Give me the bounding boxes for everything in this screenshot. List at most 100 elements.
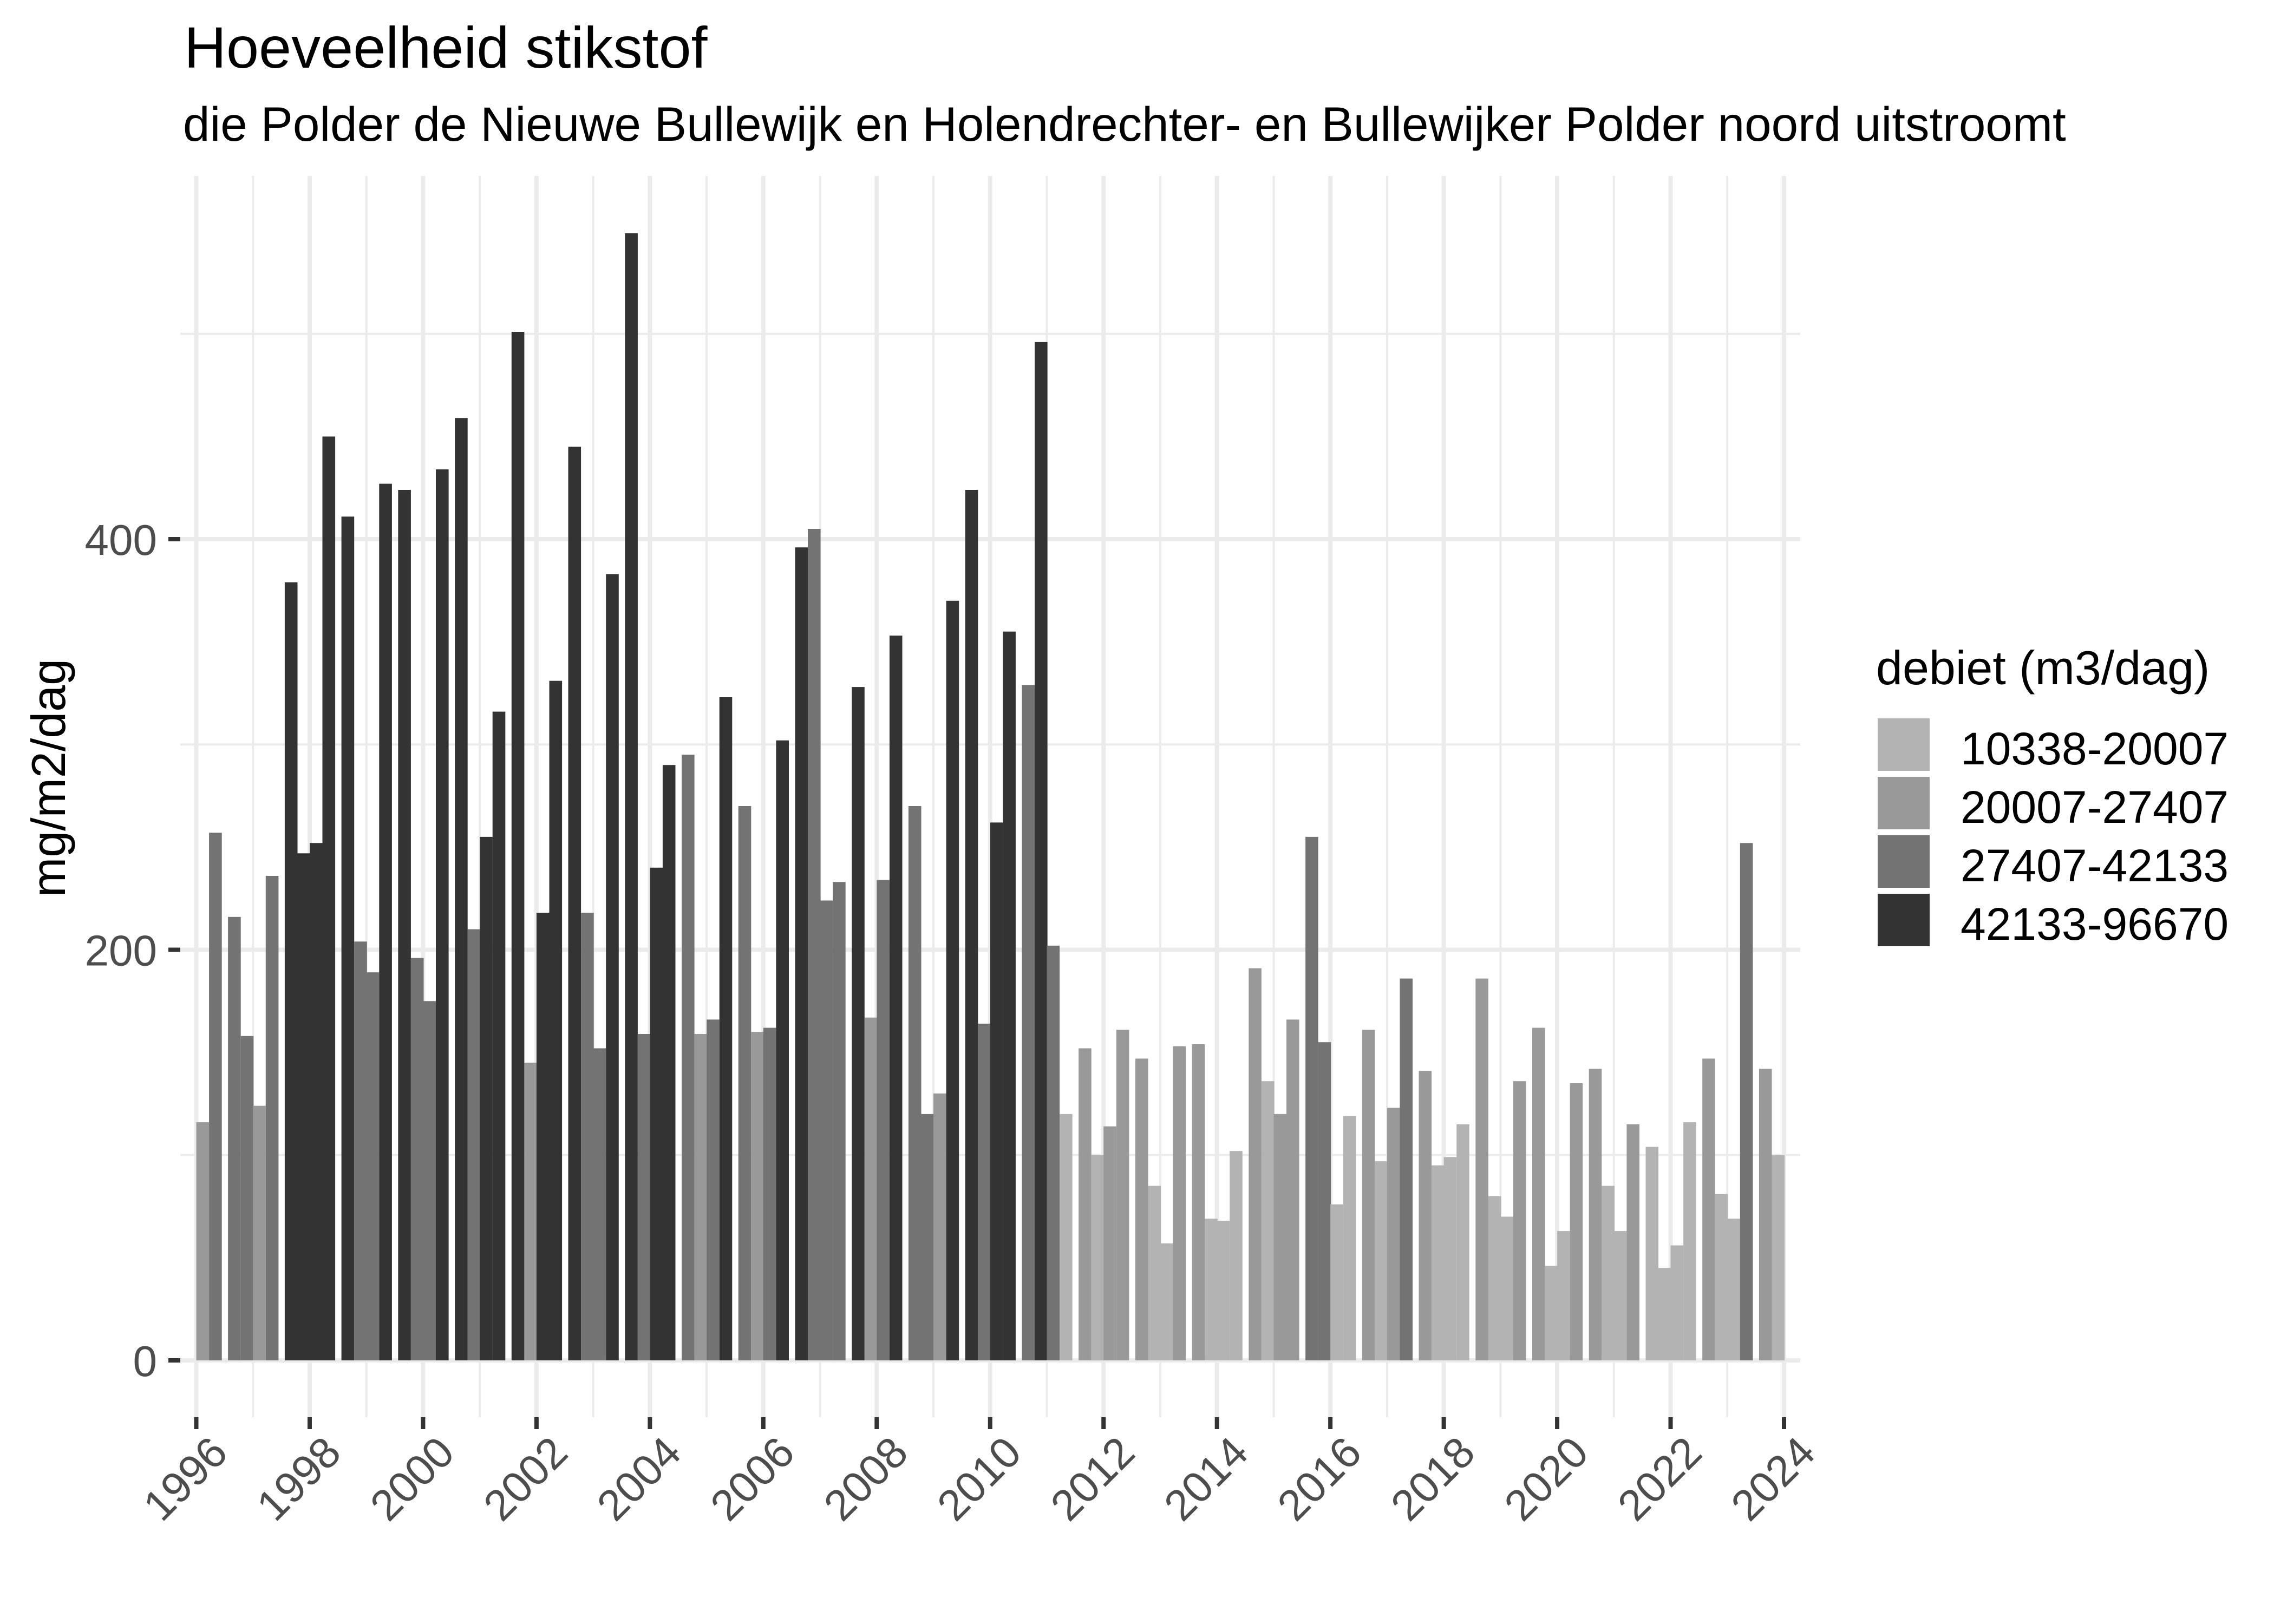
bar (1740, 843, 1753, 1360)
bar (864, 1017, 878, 1360)
bar (524, 1063, 537, 1360)
bar (833, 882, 846, 1360)
bar (763, 1027, 776, 1360)
bar (682, 755, 695, 1360)
bar (1249, 968, 1262, 1360)
bar (568, 447, 581, 1360)
bar (625, 233, 638, 1361)
bar (990, 822, 1003, 1360)
legend-key-swatch (1878, 777, 1930, 829)
bar (455, 418, 468, 1361)
bar (1148, 1186, 1161, 1360)
bar (662, 765, 676, 1360)
bar (650, 867, 663, 1360)
x-tick-label: 2010 (928, 1427, 1030, 1530)
legend-key-swatch (1878, 718, 1930, 771)
y-tick-label: 400 (85, 516, 157, 564)
x-tick-label: 2016 (1268, 1427, 1370, 1530)
bar (581, 913, 594, 1360)
bar (1500, 1216, 1513, 1360)
legend-item: 42133-96670 (1878, 894, 2257, 947)
bar (341, 516, 355, 1360)
bar (1683, 1122, 1696, 1360)
bar (1658, 1268, 1671, 1360)
x-tick-label: 2020 (1495, 1427, 1597, 1530)
bar (1273, 1114, 1286, 1360)
bar (808, 529, 821, 1360)
bar-series (196, 233, 1785, 1361)
bar (1456, 1124, 1469, 1360)
x-tick-label: 2014 (1155, 1427, 1257, 1530)
chart-title: Hoeveelheid stikstof (184, 15, 708, 80)
bar (423, 1001, 436, 1360)
legend-item: 20007-27407 (1878, 777, 2257, 833)
legend-label: 10338-20007 (1961, 723, 2229, 774)
x-tick-label: 2012 (1041, 1427, 1143, 1530)
x-tick-label: 2002 (474, 1427, 577, 1530)
bar (410, 958, 424, 1360)
legend-title: debiet (m3/dag) (1876, 641, 2210, 695)
bar (1135, 1058, 1148, 1360)
bar (480, 836, 493, 1360)
bar (1613, 1231, 1627, 1360)
x-tick-label: 2024 (1722, 1427, 1824, 1530)
bar (1192, 1044, 1205, 1360)
bar (1645, 1147, 1659, 1360)
bar (1060, 1114, 1073, 1360)
bar (1419, 1071, 1432, 1360)
bar (536, 913, 550, 1360)
bar (1003, 631, 1016, 1360)
bar (1343, 1116, 1356, 1360)
bar (1362, 1030, 1375, 1360)
bar (707, 1019, 720, 1360)
bar (1432, 1165, 1445, 1360)
bar (1035, 342, 1048, 1360)
bar (1047, 945, 1060, 1360)
bar (1160, 1243, 1173, 1360)
x-tick-label: 1998 (247, 1427, 350, 1530)
bar (795, 547, 808, 1361)
bar (228, 916, 241, 1360)
x-tick-label: 1996 (134, 1427, 237, 1530)
legend-item: 27407-42133 (1878, 835, 2257, 888)
bar (1670, 1245, 1684, 1360)
legend-label: 20007-27407 (1961, 782, 2229, 833)
bar (694, 1034, 708, 1360)
x-tick-label: 2008 (815, 1427, 917, 1530)
bar (1626, 1124, 1639, 1360)
bar (1715, 1194, 1728, 1360)
bar (751, 1032, 764, 1360)
bar (1772, 1155, 1785, 1361)
bar (354, 941, 367, 1360)
bar (820, 900, 833, 1360)
bar (366, 972, 380, 1360)
x-tick-label: 2006 (701, 1427, 803, 1530)
bar (379, 483, 392, 1360)
bar (1570, 1083, 1583, 1360)
legend-label: 27407-42133 (1961, 840, 2229, 891)
bar (196, 1122, 210, 1360)
bar (1022, 685, 1035, 1360)
bar (398, 490, 411, 1360)
bar (1305, 836, 1318, 1360)
bar (1318, 1042, 1331, 1360)
bar (593, 1048, 606, 1360)
bar (1443, 1157, 1457, 1360)
bar (1205, 1219, 1218, 1360)
y-axis: 0 200 400 (85, 516, 180, 1385)
bar (1727, 1219, 1740, 1360)
bar (1286, 1019, 1299, 1360)
legend-key-swatch (1878, 835, 1930, 888)
bar (1230, 1151, 1243, 1360)
bar (467, 929, 481, 1360)
bar (946, 600, 959, 1360)
chart-subtitle: die Polder de Nieuwe Bullewijk en Holend… (183, 97, 2066, 151)
bar (492, 711, 506, 1360)
bar (738, 806, 752, 1360)
bar (1387, 1108, 1400, 1360)
bar (1589, 1069, 1602, 1360)
bar (1702, 1058, 1715, 1360)
bar (1557, 1231, 1570, 1360)
bar (240, 1036, 254, 1360)
